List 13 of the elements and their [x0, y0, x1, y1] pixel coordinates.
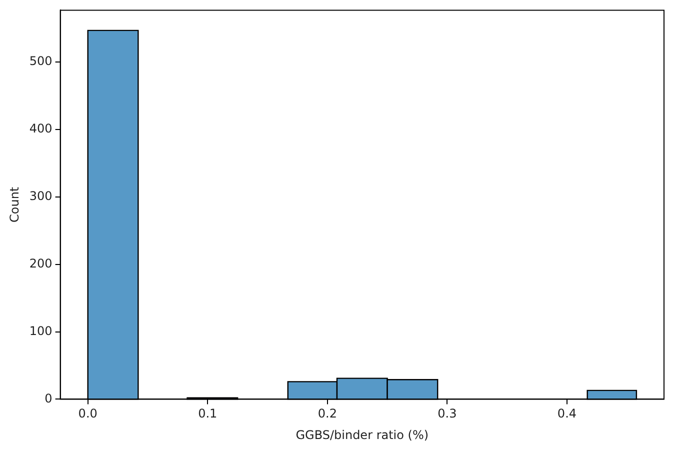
y-tick-label: 500 — [29, 54, 52, 68]
x-axis-title: GGBS/binder ratio (%) — [296, 428, 429, 442]
x-tick-label: 0.3 — [438, 406, 457, 421]
y-tick-label: 0 — [44, 391, 52, 406]
y-axis-title: Count — [7, 186, 22, 223]
x-tick-label: 0.0 — [78, 406, 98, 421]
y-tick-label: 200 — [29, 256, 52, 270]
y-tick-label: 100 — [29, 324, 52, 338]
x-tick-label: 0.1 — [198, 406, 218, 421]
x-tick-label: 0.2 — [318, 406, 337, 421]
y-tick-label: 400 — [29, 122, 52, 136]
y-tick-label: 300 — [29, 189, 52, 204]
x-tick-label: 0.4 — [557, 406, 577, 421]
